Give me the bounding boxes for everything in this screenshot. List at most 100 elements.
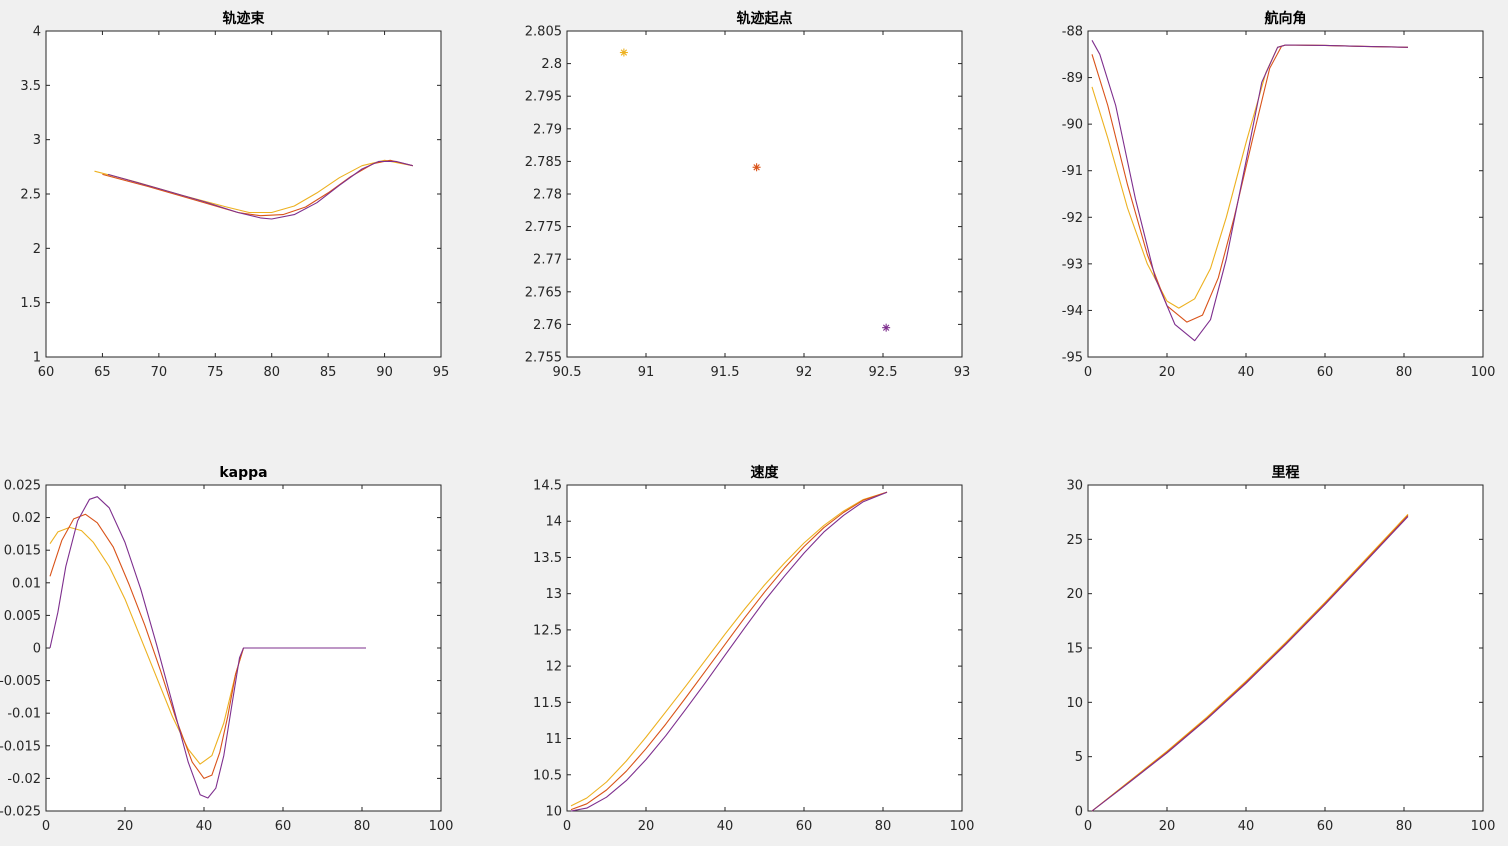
x-tick-label: 75 [207, 365, 224, 380]
plot-area [1087, 484, 1484, 812]
x-tick-label: 60 [796, 819, 813, 834]
x-tick-label: 40 [196, 819, 213, 834]
y-tick-label: -90 [1062, 118, 1083, 133]
chart-title: 里程 [1272, 465, 1300, 481]
chart-title: 航向角 [1265, 10, 1307, 27]
series-line-3 [1091, 40, 1409, 342]
x-tick-label: 91 [638, 365, 655, 380]
y-tick-label: 2.755 [525, 351, 562, 366]
y-tick-label: 11.5 [533, 696, 562, 711]
y-tick-label: 2.76 [533, 318, 562, 333]
x-tick-label: 40 [1238, 365, 1255, 380]
x-tick-label: 20 [638, 819, 655, 834]
y-tick-label: -89 [1062, 71, 1083, 86]
series-line-3 [1091, 516, 1409, 812]
y-tick-label: 14.5 [533, 479, 562, 494]
y-tick-label: -93 [1062, 257, 1083, 272]
x-tick-label: 0 [563, 819, 571, 834]
x-tick-label: 40 [717, 819, 734, 834]
y-tick-label: 0.005 [4, 609, 41, 624]
y-tick-label: -88 [1062, 25, 1083, 40]
x-tick-label: 0 [1084, 819, 1092, 834]
chart-title: 速度 [751, 464, 780, 481]
x-tick-label: 93 [954, 365, 971, 380]
x-tick-label: 100 [950, 819, 975, 834]
chart-2: 轨迹起点 90.5 91 91.5 92 92.5 93 2.755 2.76 2.765 2.77… [525, 10, 970, 380]
y-tick-label: 2.5 [20, 188, 41, 203]
y-tick-label: 0.02 [12, 511, 41, 526]
chart-4: kappa 0 20 40 60 80 100 -0.025 -0.02 -0.015 -0.01 -… [0, 465, 453, 834]
star-marker-2 [752, 163, 761, 172]
x-tick-label: 60 [38, 365, 55, 380]
y-tick-label: 10 [545, 805, 562, 820]
x-tick-label: 65 [94, 365, 111, 380]
y-tick-label: 2.775 [525, 220, 562, 235]
series-line-1 [570, 491, 888, 807]
x-tick-label: 70 [151, 365, 168, 380]
x-tick-label: 0 [42, 819, 50, 834]
y-tick-label: -95 [1062, 351, 1083, 366]
y-tick-label: 14 [545, 515, 562, 530]
chart-title: kappa [219, 465, 267, 481]
x-tick-label: 85 [320, 365, 337, 380]
x-tick-label: 60 [1317, 365, 1334, 380]
star-marker-1 [619, 48, 628, 57]
x-tick-label: 20 [1159, 365, 1176, 380]
chart-3: 航向角 0 20 40 60 80 100 -95 -94 -93 -92 -91 -90 -89 -88 [1062, 10, 1496, 380]
y-tick-label: 30 [1066, 479, 1083, 494]
y-tick-label: 2.78 [533, 188, 562, 203]
x-tick-label: 100 [429, 819, 454, 834]
y-tick-label: 1 [33, 351, 41, 366]
y-tick-label: 13.5 [533, 551, 562, 566]
x-tick-label: 80 [1396, 819, 1413, 834]
star-marker-3 [882, 323, 891, 332]
y-tick-label: 0.015 [4, 544, 41, 559]
x-tick-label: 20 [1159, 819, 1176, 834]
x-tick-label: 100 [1471, 819, 1496, 834]
plot-area [566, 484, 963, 812]
series-line-3 [49, 496, 366, 799]
x-tick-label: 80 [263, 365, 280, 380]
y-tick-label: -0.01 [7, 707, 41, 722]
plot-area [45, 30, 442, 358]
x-tick-label: 80 [875, 819, 892, 834]
y-tick-label: -91 [1062, 164, 1083, 179]
y-tick-label: 2.805 [525, 25, 562, 40]
y-tick-label: -0.02 [7, 772, 41, 787]
y-tick-label: -92 [1062, 211, 1083, 226]
y-tick-label: 3 [33, 133, 41, 148]
chart-6: 里程 0 20 40 60 80 100 0 5 10 15 20 25 30 [1066, 465, 1495, 834]
x-tick-label: 80 [354, 819, 371, 834]
y-tick-label: -0.015 [0, 739, 41, 754]
y-tick-label: 2.79 [533, 122, 562, 137]
y-tick-label: 2.77 [533, 253, 562, 268]
x-tick-label: 0 [1084, 365, 1092, 380]
x-tick-label: 92.5 [869, 365, 898, 380]
y-tick-label: 13 [545, 587, 562, 602]
y-tick-label: 2.795 [525, 90, 562, 105]
series-line-2 [570, 491, 888, 811]
y-tick-label: 11 [545, 732, 562, 747]
y-tick-label: 2.785 [525, 155, 562, 170]
y-tick-label: 10.5 [533, 768, 562, 783]
y-tick-label: 20 [1066, 587, 1083, 602]
series-line-3 [107, 160, 413, 220]
y-tick-label: 2 [33, 242, 41, 257]
chart-title: 轨迹起点 [737, 10, 793, 27]
plot-area [1087, 30, 1484, 358]
chart-5: 速度 0 20 40 60 80 100 10 10.5 11 11.5 12 12.5 13 13.5 14… [533, 464, 974, 834]
y-tick-label: 2.765 [525, 285, 562, 300]
chart-title: 轨迹束 [223, 10, 266, 27]
y-tick-label: 5 [1075, 750, 1083, 765]
y-tick-label: 0 [1075, 805, 1083, 820]
y-tick-label: 0 [33, 642, 41, 657]
y-tick-label: 4 [33, 25, 41, 40]
y-tick-label: 12 [545, 660, 562, 675]
y-tick-label: 12.5 [533, 623, 562, 638]
x-tick-label: 92 [796, 365, 813, 380]
y-tick-label: -0.025 [0, 805, 41, 820]
x-tick-label: 95 [433, 365, 450, 380]
y-tick-label: 0.01 [12, 576, 41, 591]
y-tick-label: 15 [1066, 642, 1083, 657]
